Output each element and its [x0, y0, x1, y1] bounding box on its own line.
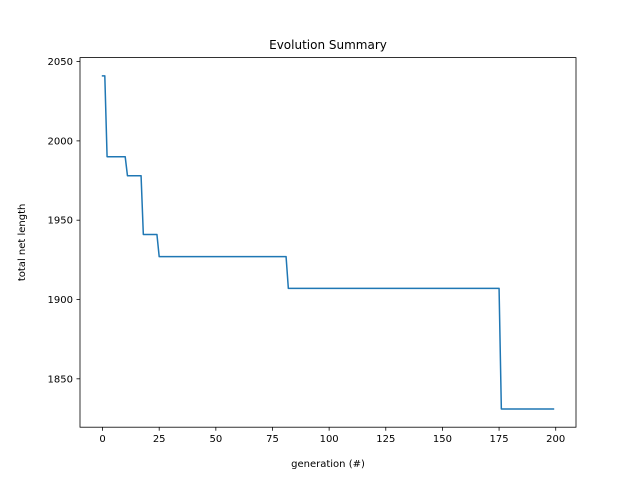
x-tick-label: 75	[266, 434, 279, 445]
chart-title: Evolution Summary	[269, 38, 387, 52]
y-tick-label: 2000	[48, 136, 73, 147]
y-axis-ticks: 1850 1900 1950 2000 2050	[48, 57, 80, 385]
x-tick-label: 25	[153, 434, 166, 445]
x-tick-label: 100	[320, 434, 339, 445]
x-axis-label: generation (#)	[291, 459, 365, 470]
x-axis-ticks: 0 25 50 75 100 125 150 175 200	[99, 427, 565, 445]
x-tick-label: 150	[433, 434, 452, 445]
y-tick-label: 1900	[48, 295, 73, 306]
series-line-0	[101, 75, 555, 410]
axes-frame	[79, 57, 577, 428]
y-tick-label: 1850	[48, 374, 73, 385]
x-tick-label: 50	[209, 434, 222, 445]
x-tick-label: 125	[376, 434, 395, 445]
y-tick-label: 2050	[48, 57, 73, 68]
x-tick-label: 0	[99, 434, 105, 445]
plot-area	[101, 75, 555, 410]
x-tick-label: 200	[546, 434, 565, 445]
x-tick-label: 175	[490, 434, 509, 445]
y-tick-label: 1950	[48, 216, 73, 227]
y-axis-label: total net length	[17, 204, 28, 282]
